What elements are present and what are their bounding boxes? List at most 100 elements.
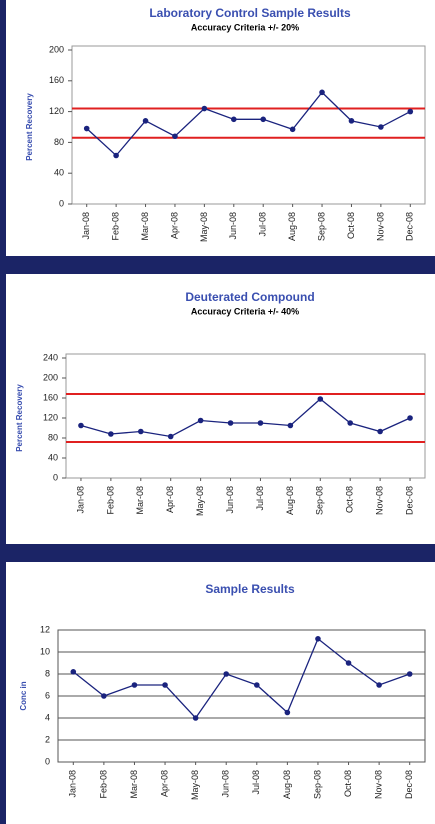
x-tick-label: Nov-08 bbox=[375, 486, 385, 515]
x-tick-label: Mar-08 bbox=[135, 486, 145, 515]
x-tick-label: May-08 bbox=[190, 770, 200, 800]
y-tick-label: 160 bbox=[43, 392, 58, 402]
data-point bbox=[142, 118, 149, 124]
y-tick-label: 2 bbox=[45, 734, 50, 744]
data-point bbox=[197, 417, 204, 424]
y-tick-label: 120 bbox=[49, 106, 64, 116]
data-point bbox=[70, 669, 77, 675]
x-tick-label: Aug-08 bbox=[282, 770, 292, 799]
x-tick-label: Nov-08 bbox=[375, 212, 385, 241]
x-tick-label: Jan-08 bbox=[75, 486, 85, 514]
data-point bbox=[406, 671, 413, 677]
y-axis-label: Percent Recovery bbox=[25, 93, 34, 161]
data-point bbox=[317, 396, 324, 402]
x-tick-label: Dec-08 bbox=[405, 212, 415, 241]
data-point bbox=[227, 420, 234, 426]
plot-frame bbox=[65, 353, 426, 479]
y-tick-label: 8 bbox=[45, 668, 50, 678]
data-point bbox=[131, 682, 138, 688]
chart-subtitle: Accuracy Criteria +/- 40% bbox=[191, 306, 299, 316]
data-point bbox=[345, 660, 352, 666]
data-point bbox=[162, 682, 168, 688]
x-tick-label: Jul-08 bbox=[251, 770, 261, 795]
x-tick-label: Mar-08 bbox=[140, 212, 150, 241]
y-tick-label: 40 bbox=[48, 452, 58, 462]
y-tick-label: 12 bbox=[40, 624, 50, 634]
x-tick-label: Oct-08 bbox=[343, 770, 353, 797]
data-point bbox=[223, 671, 230, 677]
x-tick-label: Jan-08 bbox=[68, 770, 78, 798]
x-tick-label: Sep-08 bbox=[316, 212, 326, 241]
x-tick-label: Jun-08 bbox=[225, 486, 235, 514]
data-point bbox=[230, 116, 237, 123]
data-point bbox=[201, 105, 208, 112]
panel bbox=[6, 562, 435, 824]
data-point bbox=[257, 420, 264, 426]
x-tick-label: Dec-08 bbox=[404, 770, 414, 799]
data-point bbox=[137, 428, 144, 435]
x-tick-label: Aug-08 bbox=[287, 212, 297, 241]
series-line bbox=[86, 91, 411, 157]
data-point bbox=[287, 422, 294, 429]
series-line bbox=[72, 637, 410, 720]
x-tick-label: Dec-08 bbox=[404, 486, 414, 515]
x-tick-label: Sep-08 bbox=[312, 770, 322, 799]
y-tick-label: 160 bbox=[49, 75, 64, 85]
x-tick-label: Jun-08 bbox=[221, 770, 231, 798]
x-tick-label: Feb-08 bbox=[105, 486, 115, 515]
data-point bbox=[78, 422, 84, 429]
x-tick-label: Feb-08 bbox=[98, 770, 108, 799]
x-tick-label: Jun-08 bbox=[228, 212, 238, 240]
data-point bbox=[407, 108, 414, 115]
data-point bbox=[83, 125, 90, 132]
chart-title: Laboratory Control Sample Results bbox=[149, 6, 351, 20]
data-point bbox=[289, 126, 296, 133]
data-point bbox=[260, 116, 267, 123]
x-tick-label: Nov-08 bbox=[374, 770, 384, 799]
x-tick-label: Jul-08 bbox=[255, 486, 265, 511]
x-tick-label: Oct-08 bbox=[346, 212, 356, 239]
x-tick-label: Oct-08 bbox=[345, 486, 355, 513]
chart-subtitle: Accuracy Criteria +/- 20% bbox=[191, 22, 299, 32]
y-tick-label: 200 bbox=[43, 372, 58, 382]
data-point bbox=[108, 431, 114, 437]
y-tick-label: 120 bbox=[43, 412, 58, 422]
data-point bbox=[407, 415, 413, 421]
x-tick-label: May-08 bbox=[195, 486, 205, 516]
data-point bbox=[284, 709, 291, 716]
x-tick-label: Jan-08 bbox=[81, 212, 91, 240]
chart-title: Sample Results bbox=[205, 582, 295, 596]
data-point bbox=[378, 124, 384, 130]
y-tick-label: 0 bbox=[53, 472, 58, 482]
y-axis-label: Percent Recovery bbox=[15, 384, 24, 452]
y-tick-label: 0 bbox=[59, 198, 64, 208]
y-tick-label: 10 bbox=[40, 646, 50, 656]
y-tick-label: 200 bbox=[49, 44, 64, 54]
data-point bbox=[347, 420, 354, 426]
data-point bbox=[167, 433, 174, 440]
y-axis-label: Conc in bbox=[19, 681, 28, 710]
chart-title: Deuterated Compound bbox=[185, 290, 314, 304]
y-tick-label: 240 bbox=[43, 352, 58, 362]
plot-frame bbox=[71, 45, 426, 205]
data-point bbox=[192, 715, 199, 721]
y-tick-label: 80 bbox=[54, 137, 64, 147]
x-tick-label: Apr-08 bbox=[169, 212, 179, 239]
y-tick-label: 40 bbox=[54, 168, 64, 178]
y-tick-label: 0 bbox=[45, 756, 50, 766]
y-tick-label: 80 bbox=[48, 432, 58, 442]
x-tick-label: Mar-08 bbox=[129, 770, 139, 799]
data-point bbox=[376, 682, 382, 688]
panel bbox=[6, 0, 435, 256]
data-point bbox=[315, 636, 321, 642]
y-tick-label: 6 bbox=[45, 690, 50, 700]
y-tick-label: 4 bbox=[45, 712, 50, 722]
data-point bbox=[377, 428, 383, 435]
data-point bbox=[172, 133, 178, 140]
data-point bbox=[101, 693, 107, 699]
x-tick-label: Aug-08 bbox=[285, 486, 295, 515]
data-point bbox=[113, 152, 119, 159]
data-point bbox=[319, 89, 325, 96]
x-tick-label: Apr-08 bbox=[165, 486, 175, 513]
